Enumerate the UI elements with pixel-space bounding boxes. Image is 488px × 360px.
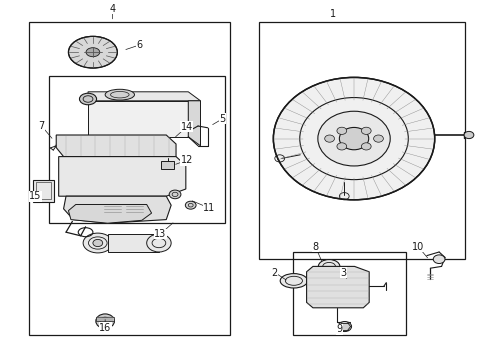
Circle shape <box>169 190 181 199</box>
Text: 13: 13 <box>154 229 166 239</box>
Ellipse shape <box>96 314 114 328</box>
Ellipse shape <box>273 77 434 200</box>
Polygon shape <box>96 317 114 321</box>
Circle shape <box>185 201 196 209</box>
Polygon shape <box>107 234 159 252</box>
Text: 5: 5 <box>219 114 225 124</box>
Ellipse shape <box>103 201 121 216</box>
Ellipse shape <box>317 111 389 166</box>
Bar <box>36 182 51 199</box>
Ellipse shape <box>68 36 117 68</box>
Text: 1: 1 <box>329 9 335 19</box>
Ellipse shape <box>83 233 112 253</box>
Circle shape <box>93 239 102 247</box>
Text: 11: 11 <box>203 203 215 213</box>
Ellipse shape <box>339 127 368 150</box>
Ellipse shape <box>280 274 307 288</box>
Circle shape <box>324 135 334 142</box>
Ellipse shape <box>339 276 359 286</box>
Text: 3: 3 <box>340 267 346 278</box>
Text: 10: 10 <box>411 242 424 252</box>
Text: 8: 8 <box>312 242 318 252</box>
Ellipse shape <box>125 201 143 216</box>
Polygon shape <box>88 92 200 101</box>
Circle shape <box>336 143 346 150</box>
Polygon shape <box>59 157 185 196</box>
Text: 15: 15 <box>29 191 41 201</box>
Text: 9: 9 <box>336 324 342 334</box>
Polygon shape <box>188 101 200 146</box>
Polygon shape <box>88 101 188 137</box>
Bar <box>49 76 224 223</box>
Polygon shape <box>56 135 176 157</box>
Polygon shape <box>63 196 171 223</box>
Circle shape <box>432 255 444 264</box>
Text: 12: 12 <box>180 155 193 165</box>
Circle shape <box>361 143 370 150</box>
Text: 6: 6 <box>136 40 142 50</box>
Circle shape <box>336 127 346 134</box>
Bar <box>259 22 464 259</box>
Ellipse shape <box>146 234 171 252</box>
Ellipse shape <box>318 260 339 273</box>
Circle shape <box>337 321 351 332</box>
Ellipse shape <box>111 146 128 156</box>
Bar <box>29 22 229 335</box>
Bar <box>161 161 174 169</box>
Ellipse shape <box>86 48 100 57</box>
Circle shape <box>463 131 473 139</box>
Text: 2: 2 <box>271 267 277 278</box>
Text: 16: 16 <box>99 323 111 333</box>
Text: 7: 7 <box>39 121 44 131</box>
Bar <box>293 252 405 335</box>
Polygon shape <box>306 266 368 308</box>
Circle shape <box>361 127 370 134</box>
Circle shape <box>373 135 383 142</box>
Ellipse shape <box>133 147 145 155</box>
Polygon shape <box>68 204 151 223</box>
Bar <box>33 180 54 202</box>
Ellipse shape <box>105 89 134 100</box>
Ellipse shape <box>79 93 96 105</box>
Text: 4: 4 <box>109 4 115 14</box>
Text: 14: 14 <box>180 122 193 132</box>
